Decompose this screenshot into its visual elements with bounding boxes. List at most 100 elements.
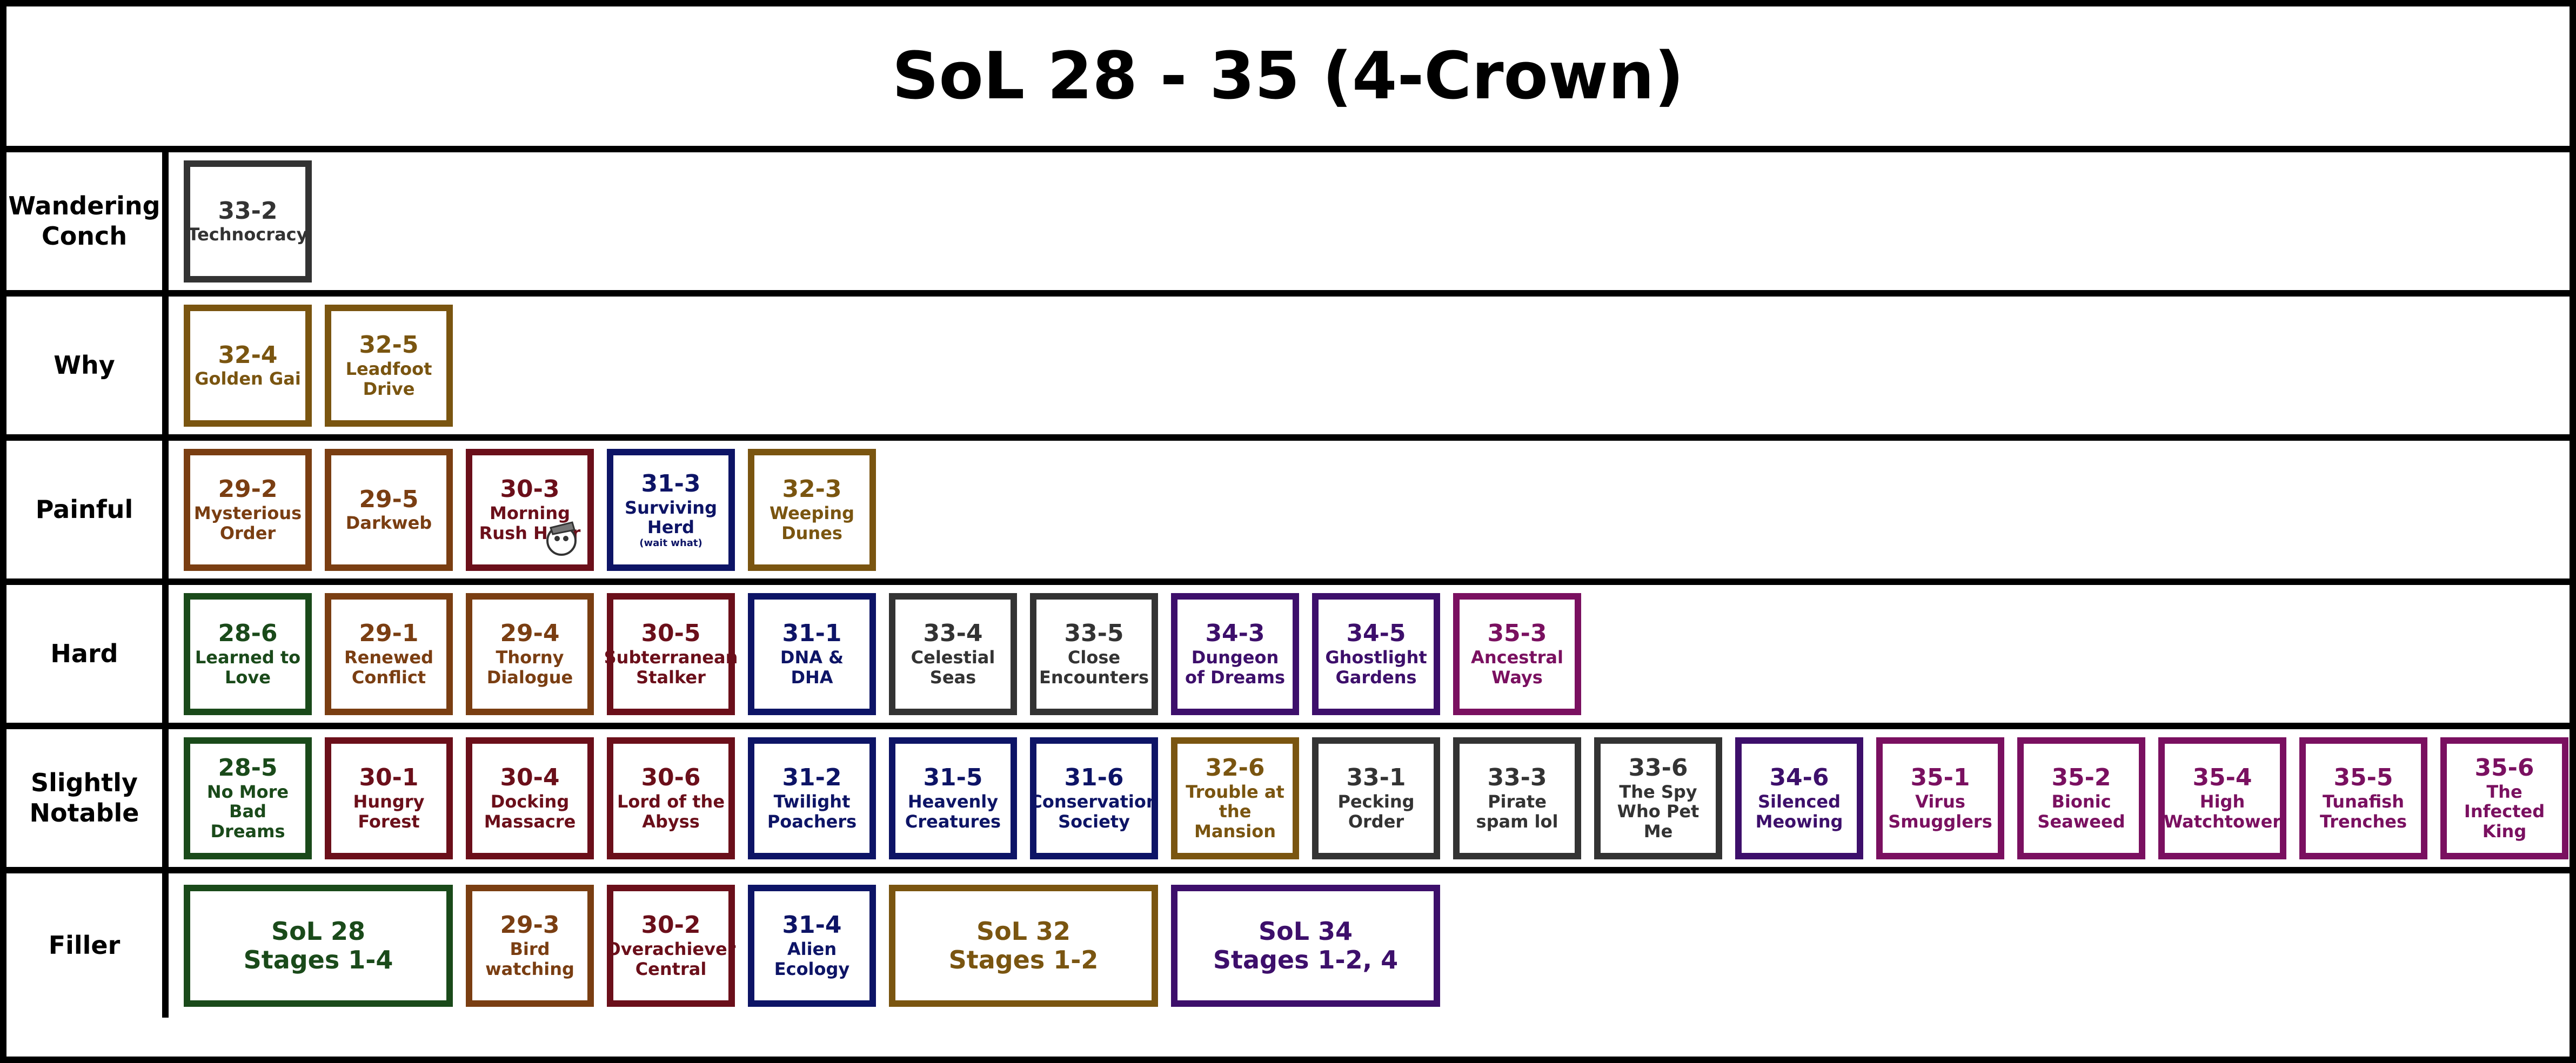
stage-code: 30-1 — [359, 764, 419, 792]
stage-card: 35-5 Tunafish Trenches — [2299, 737, 2427, 859]
stage-name: Twilight Poachers — [767, 791, 857, 832]
stage-code: SoL 34 — [1258, 916, 1353, 946]
stage-card: 31-4 Alien Ecology — [748, 884, 876, 1007]
tier-items: SoL 28 Stages 1-4 29-3 Bird watching 30-2 Ove… — [169, 873, 1440, 1018]
stage-name: Celestial Seas — [911, 647, 995, 688]
stage-card: 35-2 Bionic Seaweed — [2017, 737, 2145, 859]
stage-name: Dungeon of Dreams — [1185, 647, 1286, 688]
stage-card: 31-6 Conservation Society — [1029, 737, 1159, 859]
stage-card: 28-5 No More Bad Dreams — [184, 737, 312, 859]
stage-card: 34-6 Silenced Meowing — [1735, 737, 1863, 859]
tier-row: Slightly Notable 28-5 No More Bad Dreams 30… — [6, 729, 2570, 873]
stage-name: Leadfoot Drive — [345, 359, 432, 399]
stage-name: Thorny Dialogue — [486, 647, 573, 688]
stage-card: 31-3 Surviving Herd (wait what) — [607, 448, 735, 571]
stage-card: 35-4 High Watchtower — [2158, 737, 2286, 859]
stage-code: 33-6 — [1628, 754, 1688, 782]
stage-card: 31-5 Heavenly Creatures — [889, 737, 1017, 859]
stage-card: 33-3 Pirate spam lol — [1453, 737, 1581, 859]
stage-card: 29-4 Thorny Dialogue — [466, 593, 594, 715]
stage-card: 30-2 Overachiever Central — [606, 884, 736, 1007]
stage-card: 31-1 DNA & DHA — [748, 593, 876, 715]
stage-name: Overachiever Central — [606, 939, 736, 979]
stage-code: 31-2 — [782, 764, 842, 792]
stage-card: 35-6 The Infected King — [2440, 737, 2568, 859]
stage-code: 28-6 — [218, 620, 278, 648]
tier-label: Painful — [6, 441, 169, 578]
stage-card: 34-5 Ghostlight Gardens — [1312, 593, 1440, 715]
stage-name: Stages 1-4 — [243, 945, 393, 974]
stage-name: Stages 1-2 — [948, 945, 1099, 974]
stage-code: 32-3 — [782, 475, 842, 503]
stage-card: SoL 28 Stages 1-4 — [184, 884, 453, 1007]
stage-name: Weeping Dunes — [769, 503, 855, 543]
stage-name: Conservation Society — [1029, 791, 1159, 832]
stage-card: 31-2 Twilight Poachers — [748, 737, 876, 859]
stage-card: 34-3 Dungeon of Dreams — [1171, 593, 1299, 715]
stage-code: 33-5 — [1064, 620, 1124, 648]
stage-code: 33-2 — [218, 197, 278, 225]
stage-code: SoL 28 — [271, 916, 366, 946]
title: SoL 28 - 35 (4-Crown) — [6, 6, 2570, 152]
stage-code: 30-4 — [500, 764, 560, 792]
stage-code: 29-1 — [359, 620, 419, 648]
stage-name: The Spy Who Pet Me — [1617, 781, 1700, 842]
tier-label: Wandering Conch — [6, 152, 169, 290]
stage-code: 33-3 — [1487, 764, 1547, 792]
stage-code: 33-4 — [923, 620, 983, 648]
stage-code: 34-5 — [1346, 620, 1406, 648]
stage-code: 31-4 — [782, 911, 842, 939]
tier-row: Wandering Conch 33-2 Technocracy — [6, 152, 2570, 297]
stage-code: 31-1 — [782, 620, 842, 648]
stage-name: Silenced Meowing — [1755, 791, 1843, 832]
stage-code: 31-5 — [923, 764, 983, 792]
stage-name: Close Encounters — [1039, 647, 1149, 688]
stage-code: 29-3 — [500, 911, 560, 939]
stage-code: 32-4 — [218, 341, 278, 369]
stage-code: 35-1 — [1910, 764, 1970, 792]
stage-name: DNA & DHA — [780, 647, 844, 688]
stage-name: Stages 1-2, 4 — [1213, 945, 1399, 974]
stage-card: 29-5 Darkweb — [325, 448, 453, 571]
tier-label: Slightly Notable — [6, 729, 169, 867]
stage-card: 33-4 Celestial Seas — [889, 593, 1017, 715]
stage-code: 29-4 — [500, 620, 560, 648]
stage-card: 30-4 Docking Massacre — [466, 737, 594, 859]
tier-items: 32-4 Golden Gai 32-5 Leadfoot Drive — [169, 297, 453, 434]
stage-card: 30-5 Subterranean Stalker — [604, 593, 738, 715]
stage-code: 35-5 — [2333, 764, 2393, 792]
stage-code: 35-2 — [2051, 764, 2111, 792]
stage-code: 35-4 — [2192, 764, 2252, 792]
stage-card: 33-6 The Spy Who Pet Me — [1594, 737, 1722, 859]
stage-card: 35-3 Ancestral Ways — [1453, 593, 1581, 715]
stage-card: 29-3 Bird watching — [466, 884, 594, 1007]
stage-card: 30-6 Lord of the Abyss — [607, 737, 735, 859]
stage-name: Surviving Herd — [625, 497, 717, 538]
stage-card: 29-1 Renewed Conflict — [325, 593, 453, 715]
tier-row: Hard 28-6 Learned to Love 29-1 Renewed Confl… — [6, 585, 2570, 729]
stage-name: Alien Ecology — [774, 939, 850, 979]
stage-code: 31-3 — [641, 469, 701, 497]
stage-code: 30-3 — [500, 475, 560, 503]
tier-row: Filler SoL 28 Stages 1-4 29-3 Bird watching 3… — [6, 873, 2570, 1018]
stage-code: 29-5 — [359, 485, 419, 513]
stage-name: Hungry Forest — [353, 791, 425, 832]
stage-code: 32-5 — [359, 331, 419, 359]
stage-name: Pecking Order — [1337, 791, 1415, 832]
stage-card: SoL 32 Stages 1-2 — [889, 884, 1158, 1007]
stage-card: 30-1 Hungry Forest — [325, 737, 453, 859]
stage-name: Pirate spam lol — [1476, 791, 1558, 832]
stage-name: Trouble at the Mansion — [1186, 781, 1284, 842]
stage-name: Heavenly Creatures — [905, 791, 1001, 832]
stage-note: (wait what) — [639, 537, 702, 549]
stage-card: 32-4 Golden Gai — [184, 304, 312, 427]
stage-card: 30-3 Morning Rush Hour — [466, 448, 594, 571]
stage-code: 28-5 — [218, 754, 278, 782]
stage-name: No More Bad Dreams — [206, 781, 289, 842]
stage-code: 29-2 — [218, 475, 278, 503]
stage-name: Ancestral Ways — [1471, 647, 1563, 688]
tier-label: Why — [6, 297, 169, 434]
stage-name: Bird watching — [485, 939, 574, 979]
tier-items: 28-5 No More Bad Dreams 30-1 Hungry Forest 3… — [169, 729, 2568, 867]
